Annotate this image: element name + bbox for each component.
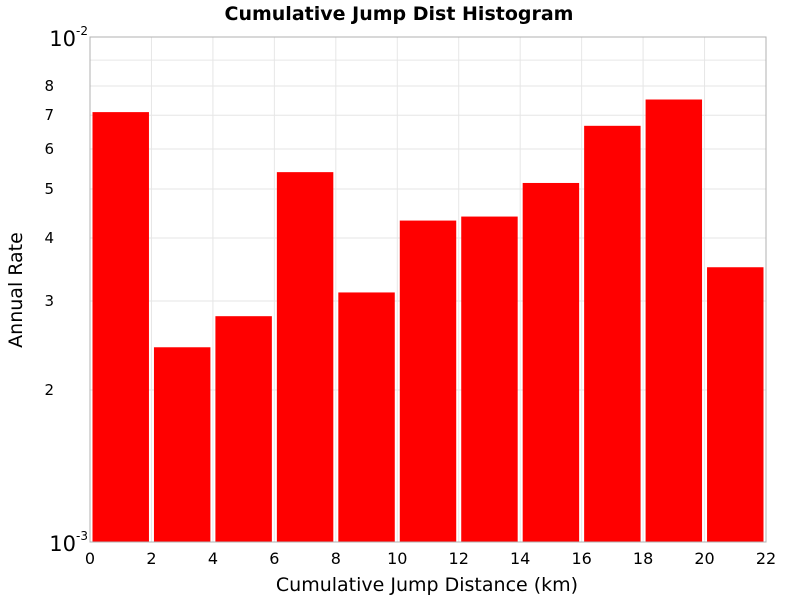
histogram-bar bbox=[276, 172, 334, 542]
x-tick-label: 8 bbox=[331, 549, 341, 568]
y-tick-label: 5 bbox=[44, 180, 54, 198]
x-tick-label: 0 bbox=[85, 549, 95, 568]
histogram-bar bbox=[522, 182, 580, 542]
x-tick-label: 22 bbox=[756, 549, 776, 568]
x-tick-label: 14 bbox=[510, 549, 530, 568]
bars bbox=[92, 99, 764, 543]
y-major-tick-label: 10 -3 bbox=[49, 529, 88, 556]
histogram-bar bbox=[399, 220, 457, 542]
x-tick-label: 16 bbox=[571, 549, 591, 568]
y-tick-base: 10 bbox=[49, 532, 76, 556]
x-tick-label: 20 bbox=[694, 549, 714, 568]
y-tick-label: 6 bbox=[44, 140, 54, 158]
histogram-bar bbox=[707, 267, 764, 542]
y-tick-label: 3 bbox=[44, 292, 54, 310]
x-tick-labels: 0 2 4 6 8 10 12 14 16 18 20 22 bbox=[85, 549, 776, 568]
y-tick-label: 7 bbox=[44, 106, 54, 124]
y-tick-exponent: -3 bbox=[76, 529, 88, 543]
y-tick-exponent: -2 bbox=[76, 24, 88, 38]
x-tick-label: 6 bbox=[269, 549, 279, 568]
chart-title: Cumulative Jump Dist Histogram bbox=[225, 3, 574, 25]
y-tick-label: 4 bbox=[44, 229, 54, 247]
plot-frame bbox=[89, 36, 767, 543]
y-tick-base: 10 bbox=[49, 27, 76, 51]
x-tick-label: 18 bbox=[633, 549, 653, 568]
histogram-bar bbox=[92, 112, 149, 542]
x-tick-label: 10 bbox=[387, 549, 407, 568]
y-tick-label: 2 bbox=[44, 381, 54, 399]
x-axis-label: Cumulative Jump Distance (km) bbox=[276, 574, 578, 596]
histogram-bar bbox=[584, 125, 641, 542]
histogram-bar bbox=[645, 99, 703, 543]
x-tick-label: 12 bbox=[449, 549, 469, 568]
histogram-bar bbox=[215, 316, 272, 542]
x-tick-label: 2 bbox=[146, 549, 156, 568]
histogram-bar bbox=[153, 347, 211, 542]
histogram-bar bbox=[461, 216, 518, 542]
y-major-tick-label: 10 -2 bbox=[49, 24, 88, 51]
y-tick-label: 8 bbox=[44, 77, 54, 95]
y-axis-label: Annual Rate bbox=[5, 232, 27, 348]
x-tick-label: 4 bbox=[208, 549, 218, 568]
histogram-bar bbox=[338, 292, 395, 542]
